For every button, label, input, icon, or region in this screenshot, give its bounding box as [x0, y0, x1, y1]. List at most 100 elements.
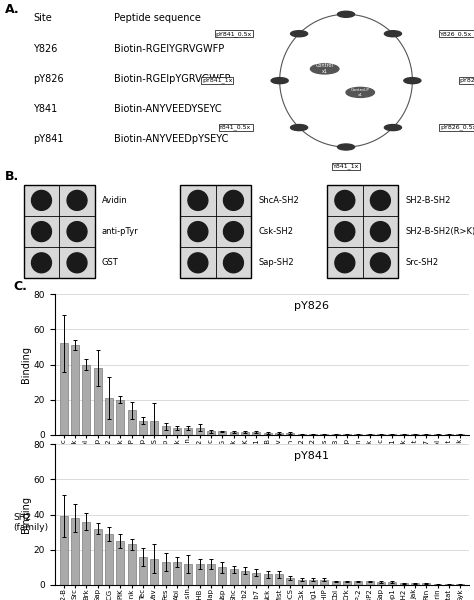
Bar	[365, 434, 374, 435]
Circle shape	[310, 64, 339, 74]
Ellipse shape	[67, 190, 87, 211]
Ellipse shape	[370, 253, 390, 273]
Bar	[218, 431, 226, 435]
Bar	[286, 578, 294, 585]
Bar	[173, 562, 181, 585]
Text: pY841_1x: pY841_1x	[202, 78, 232, 83]
Text: Biotin-RGEIpYGRVGWFP: Biotin-RGEIpYGRVGWFP	[114, 74, 230, 84]
Bar	[184, 564, 192, 585]
Bar	[139, 557, 147, 585]
Bar	[60, 516, 67, 585]
Bar	[207, 564, 215, 585]
Circle shape	[271, 77, 288, 83]
Circle shape	[346, 88, 374, 97]
Bar	[365, 581, 374, 585]
Text: Y841_0.5x: Y841_0.5x	[219, 125, 252, 130]
Bar	[229, 569, 237, 585]
Bar	[105, 534, 113, 585]
Bar	[180, 185, 251, 278]
Bar	[354, 581, 362, 585]
Text: Y826_0.5x: Y826_0.5x	[440, 31, 473, 37]
Bar	[434, 434, 441, 435]
Bar	[196, 564, 203, 585]
Circle shape	[337, 144, 355, 150]
Text: SH2-B-SH2(R>K): SH2-B-SH2(R>K)	[405, 227, 474, 236]
Bar	[93, 529, 101, 585]
Text: pY841_0.5x: pY841_0.5x	[216, 31, 252, 37]
Bar	[343, 581, 351, 585]
Bar	[24, 185, 95, 278]
Text: A.: A.	[5, 4, 19, 16]
Bar	[241, 433, 249, 435]
Bar	[456, 434, 464, 435]
Bar	[162, 562, 170, 585]
Text: pY826_0.5x: pY826_0.5x	[440, 125, 474, 130]
Ellipse shape	[67, 221, 87, 242]
Bar	[241, 571, 249, 585]
Bar	[377, 583, 385, 585]
Bar	[388, 583, 396, 585]
Text: Biotin-ANYVEEDpYSEYC: Biotin-ANYVEEDpYSEYC	[114, 134, 228, 145]
Ellipse shape	[31, 190, 51, 211]
Text: pY826: pY826	[33, 74, 64, 84]
Text: Avidin: Avidin	[102, 196, 128, 205]
Bar	[184, 428, 192, 435]
Ellipse shape	[223, 253, 244, 273]
Text: Biotin-ANYVEEDYSEYC: Biotin-ANYVEEDYSEYC	[114, 104, 221, 114]
Circle shape	[291, 31, 308, 37]
Text: Sap-SH2: Sap-SH2	[258, 258, 294, 268]
Bar	[320, 580, 328, 585]
Bar	[327, 185, 398, 278]
Bar	[388, 434, 396, 435]
Text: Y841_1x: Y841_1x	[333, 164, 359, 169]
Bar	[105, 398, 113, 435]
Text: Control-P
x1: Control-P x1	[351, 88, 370, 97]
Text: anti-pTyr: anti-pTyr	[102, 227, 139, 236]
Ellipse shape	[335, 253, 355, 273]
Bar	[116, 541, 124, 585]
Circle shape	[291, 125, 308, 131]
Text: pY826_1x: pY826_1x	[460, 78, 474, 83]
Bar	[150, 559, 158, 585]
Ellipse shape	[370, 190, 390, 211]
Bar	[377, 434, 385, 435]
Ellipse shape	[31, 221, 51, 242]
Ellipse shape	[188, 253, 208, 273]
Bar	[252, 433, 260, 435]
Bar	[162, 426, 170, 435]
Bar	[332, 434, 339, 435]
Bar	[422, 434, 430, 435]
Text: B.: B.	[5, 170, 19, 184]
Bar	[196, 428, 203, 435]
Bar	[264, 433, 272, 435]
Text: SH2-B-SH2: SH2-B-SH2	[405, 196, 451, 205]
Bar	[400, 434, 408, 435]
Text: ShcA-SH2: ShcA-SH2	[258, 196, 299, 205]
Ellipse shape	[335, 221, 355, 242]
Bar	[264, 574, 272, 585]
Bar	[71, 518, 79, 585]
Text: Csk-SH2: Csk-SH2	[258, 227, 293, 236]
Text: Control
x1: Control x1	[316, 64, 334, 74]
Bar	[332, 581, 339, 585]
Text: Y841: Y841	[33, 104, 57, 114]
Bar	[400, 583, 408, 585]
Ellipse shape	[223, 190, 244, 211]
Bar	[173, 428, 181, 435]
Bar	[275, 574, 283, 585]
Bar	[93, 368, 101, 435]
Ellipse shape	[223, 221, 244, 242]
Ellipse shape	[67, 253, 87, 273]
Ellipse shape	[188, 190, 208, 211]
Bar	[60, 343, 67, 435]
Ellipse shape	[335, 190, 355, 211]
Bar	[309, 580, 317, 585]
Circle shape	[384, 31, 401, 37]
Bar	[82, 521, 90, 585]
Bar	[150, 421, 158, 435]
Ellipse shape	[31, 253, 51, 273]
Text: Y826: Y826	[33, 44, 57, 53]
Text: Site: Site	[33, 13, 52, 23]
Bar	[286, 433, 294, 435]
Bar	[456, 584, 464, 585]
